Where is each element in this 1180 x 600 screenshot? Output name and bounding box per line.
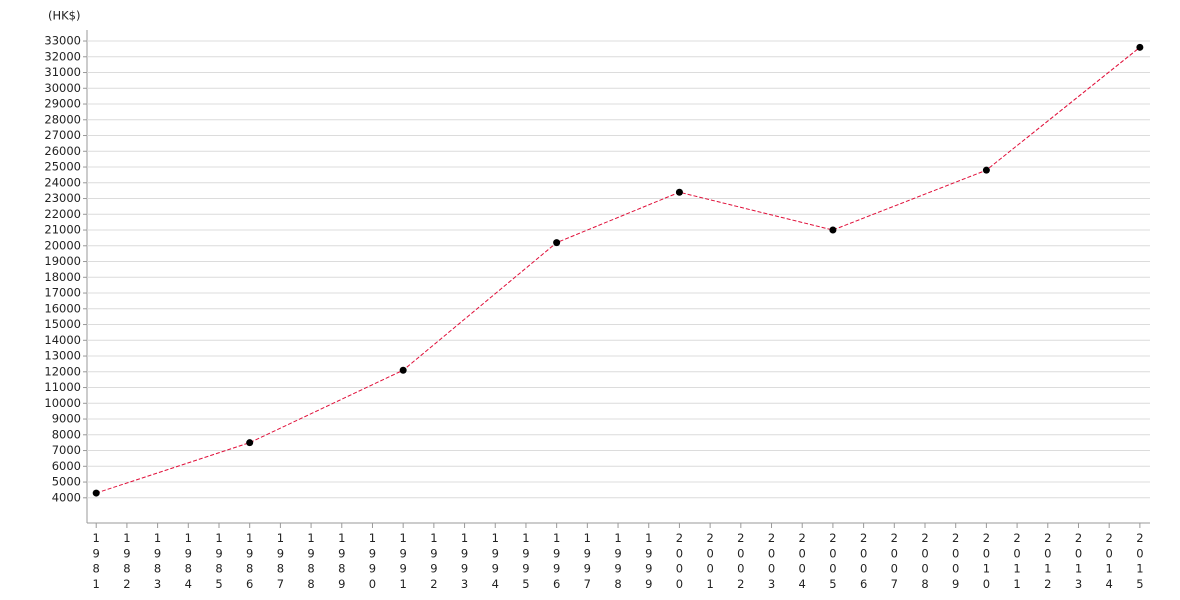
y-tick-label: 8000 [52,427,81,441]
point [92,489,100,497]
y-tick-label: 9000 [52,412,81,426]
y-tick-label: 33000 [44,34,81,48]
y-tick-label: 19000 [44,254,81,268]
y-tick-label: 31000 [44,65,81,79]
y-tick-label: 14000 [44,333,81,347]
y-tick-label: 10000 [44,396,81,410]
y-tick-label: 27000 [44,128,81,142]
y-tick-label: 25000 [44,160,81,174]
point [246,439,254,447]
point [675,188,683,196]
y-tick-label: 5000 [52,475,81,489]
point [399,366,407,374]
line [96,46,1141,494]
y-tick-label: 29000 [44,97,81,111]
y-tick-label: 20000 [44,238,81,252]
y-tick-label: 18000 [44,270,81,284]
y-tick-label: 26000 [44,144,81,158]
y-tick-label: 6000 [52,459,81,473]
point [829,226,837,234]
point [982,166,990,174]
point [553,239,561,247]
y-tick-label: 7000 [52,443,81,457]
y-tick-label: 28000 [44,112,81,126]
y-axis-label: (HK$) [48,9,80,23]
y-tick-label: 24000 [44,175,81,189]
y-tick-label: 16000 [44,301,81,315]
y-tick-label: 4000 [52,490,81,504]
y-tick-label: 11000 [44,380,81,394]
y-tick-label: 32000 [44,49,81,63]
y-tick-label: 15000 [44,317,81,331]
y-tick-label: 22000 [44,207,81,221]
y-tick-label: 12000 [44,364,81,378]
y-tick-label: 23000 [44,191,81,205]
y-tick-label: 13000 [44,349,81,363]
y-tick-label: 17000 [44,286,81,300]
point [1136,43,1144,51]
y-tick-label: 21000 [44,223,81,237]
y-tick-label: 30000 [44,81,81,95]
